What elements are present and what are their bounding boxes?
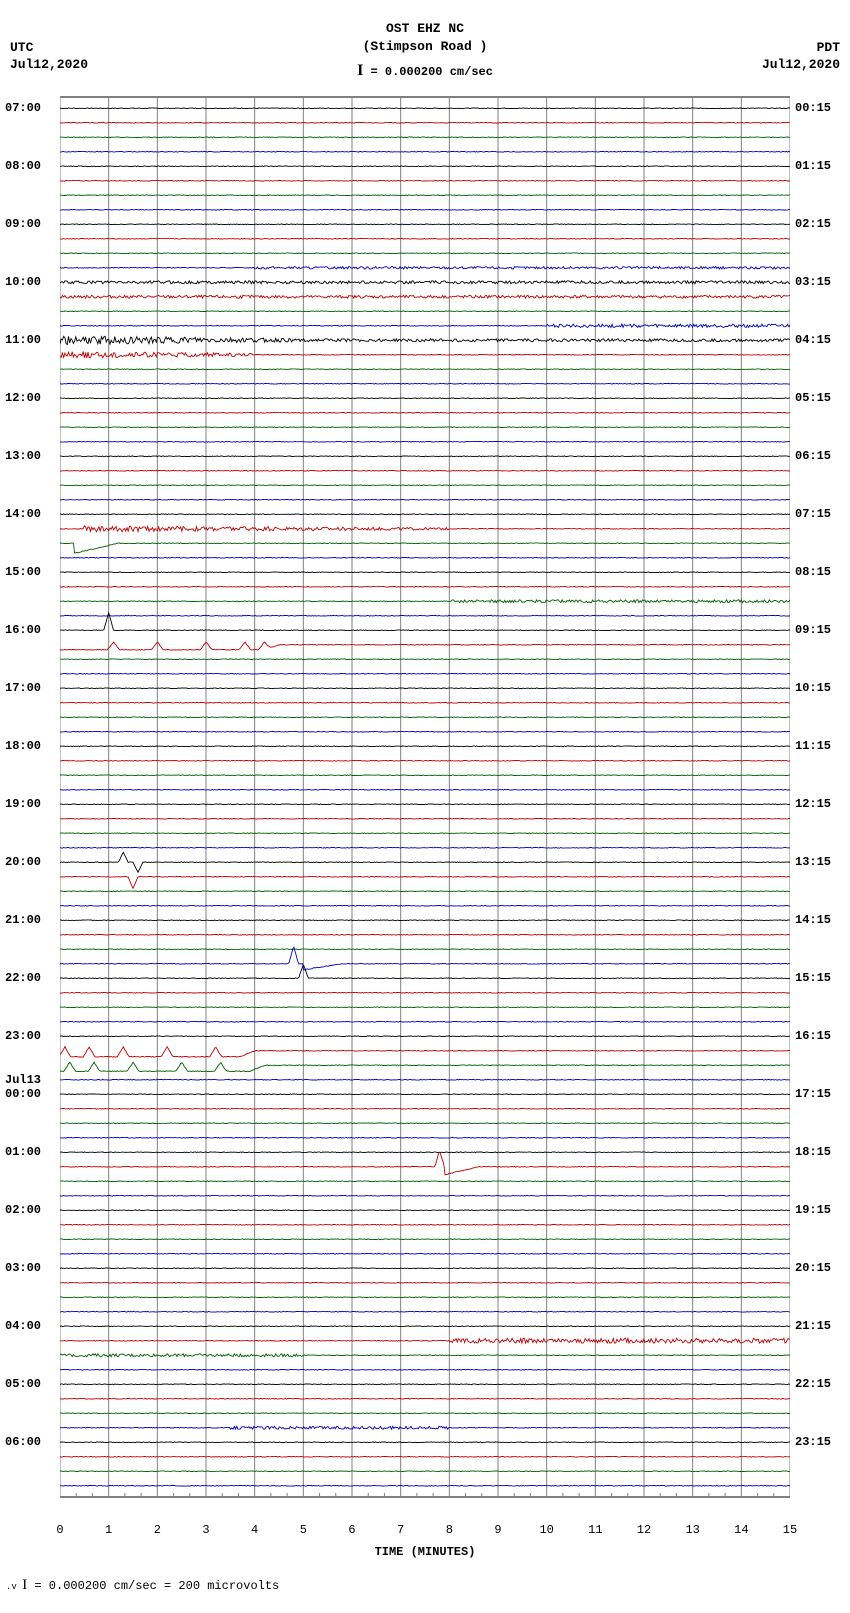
time-label: 16:00	[5, 623, 41, 637]
time-label: 17:00	[5, 681, 41, 695]
time-label: 12:15	[795, 797, 831, 811]
tz-left-date: Jul12,2020	[10, 57, 88, 74]
x-tick-labels: 0123456789101112131415	[60, 1523, 790, 1543]
plot-area: 07:0008:0009:0010:0011:0012:0013:0014:00…	[60, 93, 790, 1523]
time-label: 16:15	[795, 1029, 831, 1043]
time-label: 07:00	[5, 101, 41, 115]
time-label: 05:15	[795, 391, 831, 405]
x-tick: 0	[56, 1523, 63, 1537]
time-label: 04:15	[795, 333, 831, 347]
time-label: 10:15	[795, 681, 831, 695]
time-label: 02:15	[795, 217, 831, 231]
x-tick: 6	[348, 1523, 355, 1537]
x-tick: 8	[446, 1523, 453, 1537]
station-code: OST EHZ NC	[0, 20, 850, 38]
time-label: 01:00	[5, 1145, 41, 1159]
time-label: 22:15	[795, 1377, 831, 1391]
time-label: 03:00	[5, 1261, 41, 1275]
x-tick: 1	[105, 1523, 112, 1537]
tz-left-block: UTC Jul12,2020	[10, 40, 88, 74]
time-label: 14:15	[795, 913, 831, 927]
time-label: 23:15	[795, 1435, 831, 1449]
x-tick: 5	[300, 1523, 307, 1537]
tz-right-label: PDT	[762, 40, 840, 57]
x-tick: 7	[397, 1523, 404, 1537]
scale-bar-icon: I	[357, 62, 363, 79]
footer-text: = 0.000200 cm/sec = 200 microvolts	[34, 1579, 279, 1593]
x-tick: 9	[494, 1523, 501, 1537]
time-label: 08:15	[795, 565, 831, 579]
scale-text: = 0.000200 cm/sec	[371, 65, 493, 79]
chart-header: OST EHZ NC (Stimpson Road ) I = 0.000200…	[0, 0, 850, 83]
time-label: 12:00	[5, 391, 41, 405]
time-label: 01:15	[795, 159, 831, 173]
time-label: 09:00	[5, 217, 41, 231]
x-axis-label: TIME (MINUTES)	[0, 1545, 850, 1559]
footer-scale: .v I = 0.000200 cm/sec = 200 microvolts	[6, 1577, 850, 1594]
time-label: 07:15	[795, 507, 831, 521]
time-label: 13:15	[795, 855, 831, 869]
time-label: 08:00	[5, 159, 41, 173]
footer-bar-icon: I	[22, 1577, 27, 1593]
x-tick: 11	[588, 1523, 602, 1537]
time-label: 21:15	[795, 1319, 831, 1333]
x-tick: 12	[637, 1523, 651, 1537]
x-tick: 2	[154, 1523, 161, 1537]
time-label: 22:00	[5, 971, 41, 985]
footer-prefix: .v	[6, 1582, 22, 1592]
tz-left-label: UTC	[10, 40, 88, 57]
time-label: 15:00	[5, 565, 41, 579]
tz-right-block: PDT Jul12,2020	[762, 40, 840, 74]
seismogram-container: UTC Jul12,2020 PDT Jul12,2020 OST EHZ NC…	[0, 0, 850, 1594]
x-tick: 15	[783, 1523, 797, 1537]
time-label: 18:15	[795, 1145, 831, 1159]
time-label: 11:15	[795, 739, 831, 753]
x-tick: 14	[734, 1523, 748, 1537]
time-label: Jul13	[5, 1073, 41, 1087]
time-label: 03:15	[795, 275, 831, 289]
time-label: 23:00	[5, 1029, 41, 1043]
time-label: 02:00	[5, 1203, 41, 1217]
time-label: 06:00	[5, 1435, 41, 1449]
time-label: 21:00	[5, 913, 41, 927]
time-label: 18:00	[5, 739, 41, 753]
time-label: 19:15	[795, 1203, 831, 1217]
scale-indicator: I = 0.000200 cm/sec	[0, 60, 850, 82]
time-label: 20:00	[5, 855, 41, 869]
time-label: 06:15	[795, 449, 831, 463]
time-label: 11:00	[5, 333, 41, 347]
x-tick: 3	[202, 1523, 209, 1537]
station-name: (Stimpson Road )	[0, 38, 850, 56]
time-label: 09:15	[795, 623, 831, 637]
x-tick: 4	[251, 1523, 258, 1537]
time-label: 17:15	[795, 1087, 831, 1101]
x-tick: 13	[685, 1523, 699, 1537]
time-label: 05:00	[5, 1377, 41, 1391]
time-label: 13:00	[5, 449, 41, 463]
time-label: 14:00	[5, 507, 41, 521]
x-tick: 10	[539, 1523, 553, 1537]
time-label: 10:00	[5, 275, 41, 289]
time-label: 00:15	[795, 101, 831, 115]
time-label: 20:15	[795, 1261, 831, 1275]
time-label: 04:00	[5, 1319, 41, 1333]
time-label: 00:00	[5, 1087, 41, 1101]
time-label: 19:00	[5, 797, 41, 811]
tz-right-date: Jul12,2020	[762, 57, 840, 74]
time-label: 15:15	[795, 971, 831, 985]
seismogram-svg	[60, 93, 790, 1523]
